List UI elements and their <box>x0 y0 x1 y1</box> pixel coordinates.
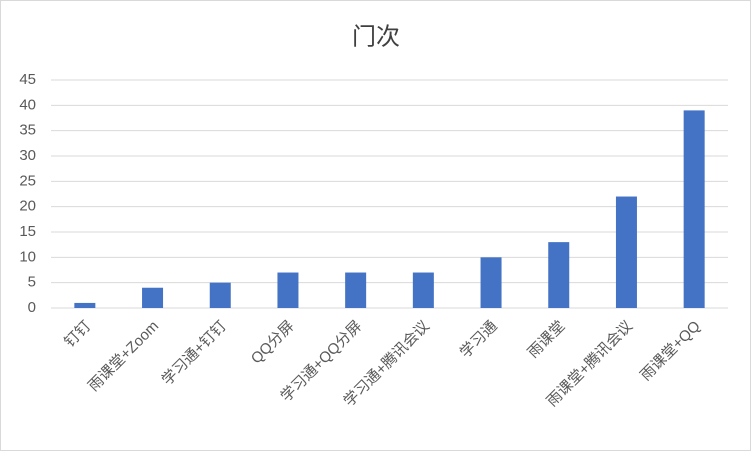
chart-title: 门次 <box>352 23 400 50</box>
bar <box>142 287 164 308</box>
y-tick-label: 30 <box>19 147 36 164</box>
y-tick-label: 40 <box>19 96 36 113</box>
bar <box>683 110 705 309</box>
y-tick-label: 0 <box>28 299 36 316</box>
y-tick-label: 5 <box>28 274 36 291</box>
bar <box>615 196 637 308</box>
y-tick-label: 15 <box>19 223 36 240</box>
bar <box>412 272 434 308</box>
bar <box>277 272 299 308</box>
y-tick-label: 10 <box>19 248 36 265</box>
bar <box>209 282 231 308</box>
bar <box>74 302 96 308</box>
y-tick-label: 45 <box>19 71 36 88</box>
y-tick-label: 25 <box>19 172 36 189</box>
y-tick-label: 20 <box>19 198 36 215</box>
bar <box>548 242 570 308</box>
bar <box>480 257 502 308</box>
bar <box>345 272 367 308</box>
y-tick-label: 35 <box>19 122 36 139</box>
